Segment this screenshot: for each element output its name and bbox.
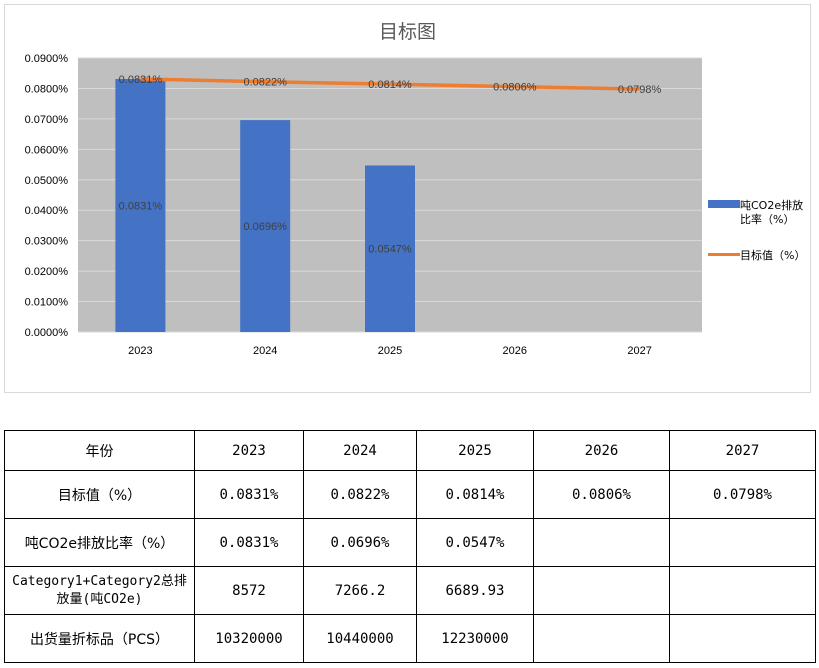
legend-label: 目标值（%） <box>740 249 806 262</box>
x-tick-label: 2024 <box>253 345 277 357</box>
row-label: 年份 <box>4 430 195 471</box>
table-cell: 2027 <box>669 430 816 471</box>
table-header-row: 年份 2023 2024 2025 2026 2027 <box>4 430 816 471</box>
table-cell: 8572 <box>194 566 304 615</box>
data-table: 年份 2023 2024 2025 2026 2027 目标值（%） 0.0831% 0.082… <box>4 430 816 663</box>
x-tick-label: 2025 <box>378 345 402 357</box>
table-cell <box>669 614 816 663</box>
y-tick-label: 0.0500% <box>25 175 69 187</box>
chart-title: 目标图 <box>378 21 436 43</box>
row-label: 出货量折标品（PCS） <box>4 614 195 663</box>
x-tick-label: 2027 <box>627 345 651 357</box>
line-data-label: 0.0798% <box>618 84 662 96</box>
table-cell: 0.0798% <box>669 470 816 519</box>
table-cell: 0.0696% <box>303 518 417 567</box>
row-label: Category1+Category2总排放量(吨CO2e) <box>4 566 195 615</box>
table-cell: 10440000 <box>303 614 417 663</box>
line-data-label: 0.0814% <box>368 79 412 91</box>
table-cell: 0.0814% <box>416 470 534 519</box>
bar-data-label: 0.0831% <box>119 201 163 213</box>
table-row: Category1+Category2总排放量(吨CO2e) 8572 7266.2… <box>4 566 816 615</box>
legend-item-line: 目标值（%） <box>708 249 805 263</box>
line-data-label: 0.0822% <box>243 77 287 89</box>
table-cell <box>533 566 670 615</box>
x-tick-label: 2026 <box>503 345 527 357</box>
table-cell: 6689.93 <box>416 566 534 615</box>
chart-plot: 0.0000% 0.0100% 0.0200% 0.0300% 0.0400% 0.050… <box>25 53 702 357</box>
table-cell: 2023 <box>194 430 304 471</box>
row-label: 目标值（%） <box>4 470 195 519</box>
x-tick-label: 2023 <box>128 345 152 357</box>
bar <box>365 165 415 332</box>
legend-label: 吨CO2e排放比率（%） <box>740 199 804 226</box>
line-data-label: 0.0831% <box>119 74 163 86</box>
table-cell: 2026 <box>533 430 670 471</box>
table-cell <box>669 518 816 567</box>
bar-data-label: 0.0696% <box>243 221 287 233</box>
line-data-label: 0.0806% <box>493 82 537 94</box>
table-cell: 10320000 <box>194 614 304 663</box>
legend-line-swatch <box>708 253 740 256</box>
y-tick-label: 0.0200% <box>25 266 69 278</box>
legend-bar-swatch <box>708 200 740 208</box>
bar <box>240 120 291 333</box>
table-row: 目标值（%） 0.0831% 0.0822% 0.0814% 0.0806% 0.0798… <box>4 470 816 519</box>
table-cell <box>533 614 670 663</box>
table-cell: 0.0822% <box>303 470 417 519</box>
y-tick-label: 0.0100% <box>25 297 69 309</box>
table-cell: 7266.2 <box>303 566 417 615</box>
bar-data-label: 0.0547% <box>368 244 412 256</box>
y-tick-label: 0.0800% <box>25 83 69 95</box>
bar <box>115 79 166 332</box>
y-tick-label: 0.0900% <box>25 53 69 65</box>
table-cell: 0.0831% <box>194 518 304 567</box>
row-label: 吨CO2e排放比率（%） <box>4 518 195 567</box>
table-row: 出货量折标品（PCS） 10320000 10440000 12230000 <box>4 614 816 663</box>
target-line <box>140 77 640 91</box>
table-cell: 0.0806% <box>533 470 670 519</box>
table-cell: 2025 <box>416 430 534 471</box>
y-tick-label: 0.0300% <box>25 236 69 248</box>
legend-item-bar: 吨CO2e排放比率（%） <box>708 199 812 227</box>
table-cell: 0.0547% <box>416 518 534 567</box>
table-cell: 12230000 <box>416 614 534 663</box>
table-cell <box>533 518 670 567</box>
table-cell: 0.0831% <box>194 470 304 519</box>
table-cell <box>669 566 816 615</box>
y-tick-label: 0.0000% <box>25 327 69 339</box>
table-cell: 2024 <box>303 430 417 471</box>
y-tick-label: 0.0400% <box>25 205 69 217</box>
table-row: 吨CO2e排放比率（%） 0.0831% 0.0696% 0.0547% <box>4 518 816 567</box>
y-tick-label: 0.0700% <box>25 114 69 126</box>
y-tick-label: 0.0600% <box>25 144 69 156</box>
